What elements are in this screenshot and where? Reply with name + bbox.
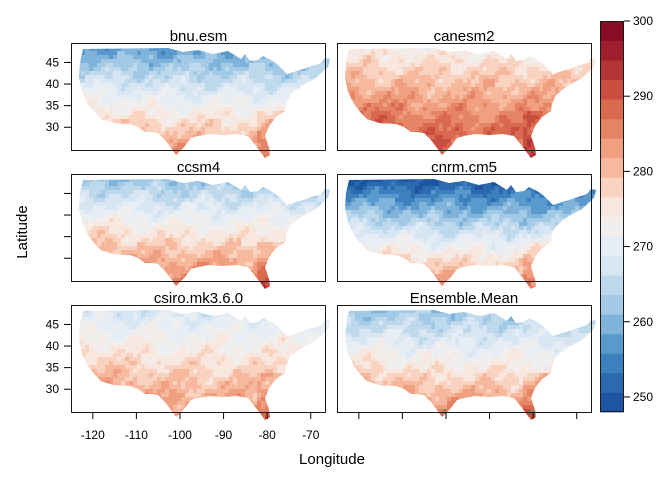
x-tick-label: -110 <box>125 428 148 442</box>
y-tick-label: 35 <box>46 361 60 375</box>
colorbar-step <box>600 275 624 296</box>
x-axis-title: Longitude <box>299 451 365 468</box>
map-panel: ccsm4 <box>71 159 330 289</box>
map-panel: cnrm.cm5 <box>337 159 596 289</box>
axes-group: 30 35 40 45 30 35 40 45 -120 -110 -100 -90 -80 -70 <box>46 55 578 442</box>
map-panel: bnu.esm <box>71 28 330 158</box>
map-panel: canesm2 <box>337 28 596 158</box>
panel-frame <box>337 305 592 413</box>
colorbar-step <box>600 255 624 276</box>
x-tick-label: -80 <box>258 428 276 442</box>
colorbar-tick-label: 250 <box>633 390 653 404</box>
colorbar-step <box>600 157 624 178</box>
y-tick-label: 30 <box>46 382 60 396</box>
y-tick-label: 40 <box>46 77 60 91</box>
colorbar-step <box>600 392 624 413</box>
colorbar-tick-label: 280 <box>633 164 653 178</box>
panel-title: cnrm.cm5 <box>431 159 497 176</box>
colorbar-step <box>600 196 624 217</box>
panel-title: ccsm4 <box>177 159 220 176</box>
colorbar-step <box>600 236 624 256</box>
y-tick-label: 40 <box>46 339 60 353</box>
panels-group: bnu.esm canesm2 ccsm4 cnrm.cm5 csiro.mk3.6.0… <box>71 28 596 420</box>
panel-frame <box>71 43 326 151</box>
x-tick-label: -100 <box>168 428 192 442</box>
map-panel: Ensemble.Mean <box>337 290 596 420</box>
panel-frame <box>337 174 592 282</box>
map-panel: csiro.mk3.6.0 <box>71 290 330 420</box>
colorbar-tick-label: 260 <box>633 315 653 329</box>
panel-title: Ensemble.Mean <box>410 290 518 307</box>
colorbar: 250 260 270 280 290 300 <box>600 14 653 413</box>
y-tick-label: 30 <box>46 120 60 134</box>
panel-frame <box>337 43 592 151</box>
colorbar-step <box>600 314 624 335</box>
colorbar-step <box>600 294 624 315</box>
y-axis-title: Latitude <box>14 205 31 258</box>
y-tick-label: 35 <box>46 99 60 113</box>
colorbar-step <box>600 138 624 159</box>
colorbar-step <box>600 60 624 81</box>
colorbar-step <box>600 79 624 100</box>
x-tick-label: -70 <box>302 428 320 442</box>
colorbar-tick-label: 290 <box>633 89 653 103</box>
colorbar-step <box>600 40 624 61</box>
colorbar-tick-label: 300 <box>633 14 653 28</box>
panel-frame <box>71 305 326 413</box>
colorbar-step <box>600 118 624 139</box>
panel-title: canesm2 <box>434 28 495 45</box>
colorbar-step <box>600 353 624 374</box>
colorbar-frame <box>600 21 624 412</box>
y-tick-label: 45 <box>46 317 60 331</box>
colorbar-step <box>600 372 624 393</box>
panel-title: csiro.mk3.6.0 <box>154 290 243 307</box>
panel-title: bnu.esm <box>170 28 228 45</box>
x-tick-label: -90 <box>215 428 233 442</box>
colorbar-step <box>600 216 624 237</box>
colorbar-step <box>600 177 624 198</box>
y-tick-label: 45 <box>46 55 60 69</box>
colorbar-step <box>600 99 624 120</box>
colorbar-step <box>600 333 624 354</box>
panel-frame <box>71 174 326 282</box>
x-tick-label: -120 <box>81 428 105 442</box>
colorbar-step <box>600 21 624 41</box>
colorbar-tick-label: 270 <box>633 240 653 254</box>
